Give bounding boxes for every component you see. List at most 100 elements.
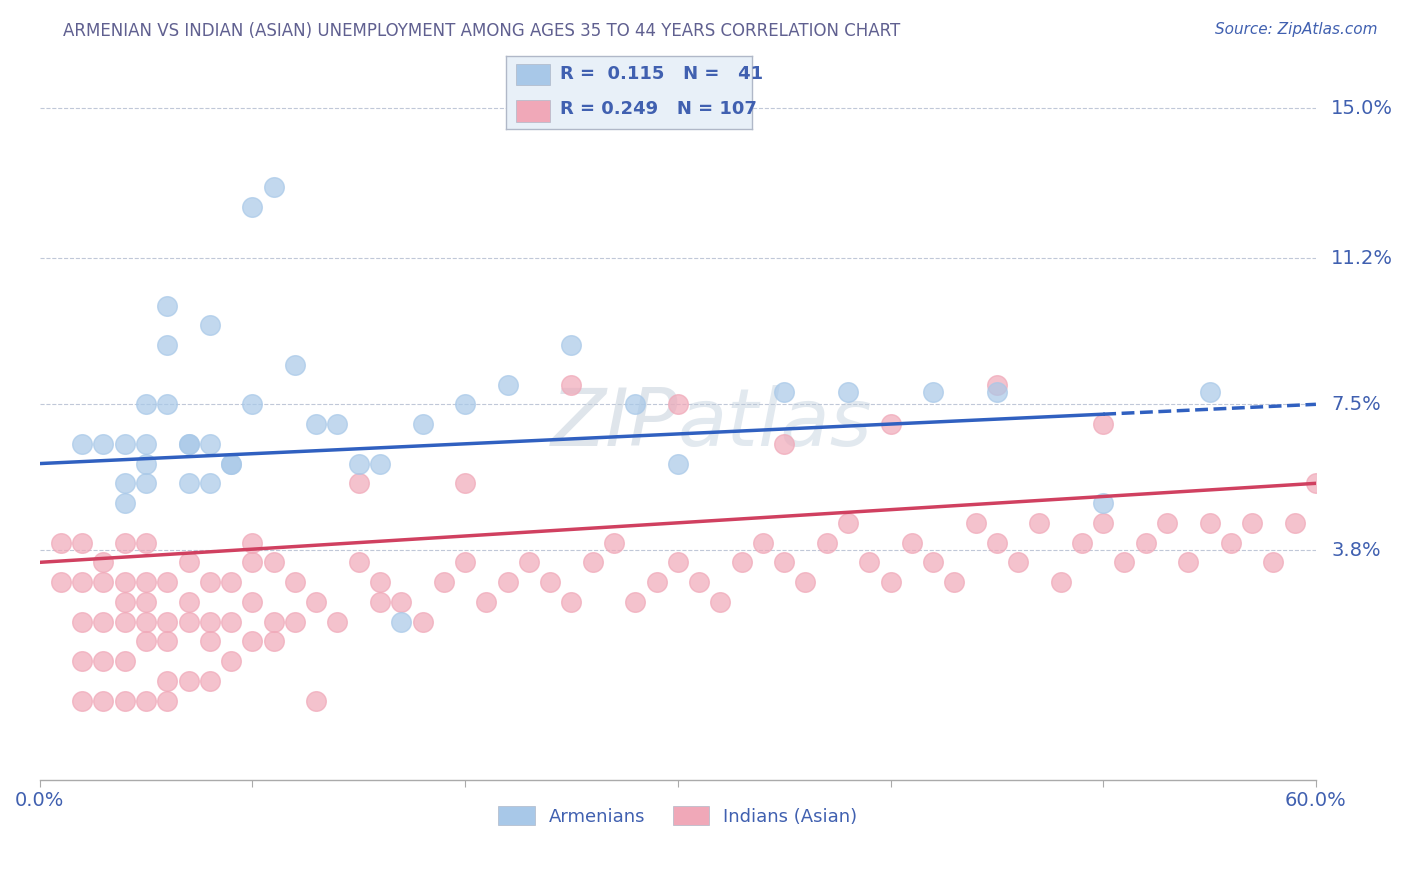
Point [114, 595, 136, 609]
Point [538, 575, 561, 590]
Point [1177, 555, 1199, 569]
Point [114, 437, 136, 451]
Point [263, 555, 285, 569]
Point [368, 575, 391, 590]
Point [198, 437, 221, 451]
Point [666, 397, 689, 411]
Point [752, 535, 775, 549]
Point [773, 385, 796, 400]
Point [1092, 417, 1115, 431]
Point [922, 555, 945, 569]
Point [135, 457, 157, 471]
Bar [516, 100, 550, 122]
Point [135, 634, 157, 648]
Point [198, 318, 221, 333]
Point [773, 437, 796, 451]
Point [666, 555, 689, 569]
Point [1007, 555, 1029, 569]
Point [263, 615, 285, 629]
Point [815, 535, 838, 549]
Point [93, 437, 115, 451]
Point [156, 575, 179, 590]
Point [198, 575, 221, 590]
Point [242, 535, 264, 549]
Point [177, 595, 200, 609]
Text: ARMENIAN VS INDIAN (ASIAN) UNEMPLOYMENT AMONG AGES 35 TO 44 YEARS CORRELATION CH: ARMENIAN VS INDIAN (ASIAN) UNEMPLOYMENT … [63, 22, 900, 40]
Point [730, 555, 752, 569]
Point [198, 634, 221, 648]
Point [177, 476, 200, 491]
Point [560, 595, 582, 609]
Point [837, 385, 859, 400]
Text: 15.0%: 15.0% [1331, 98, 1393, 118]
Point [70, 615, 93, 629]
Point [114, 535, 136, 549]
Point [1049, 575, 1071, 590]
Point [263, 634, 285, 648]
Point [1305, 476, 1327, 491]
Point [454, 476, 477, 491]
Point [773, 555, 796, 569]
Point [688, 575, 710, 590]
Point [70, 654, 93, 668]
Point [156, 693, 179, 707]
Point [284, 575, 307, 590]
Point [135, 437, 157, 451]
Point [624, 595, 647, 609]
Point [135, 535, 157, 549]
Point [242, 200, 264, 214]
Point [177, 437, 200, 451]
Point [1219, 535, 1241, 549]
Point [496, 377, 519, 392]
Point [242, 595, 264, 609]
Point [1198, 385, 1220, 400]
Point [1092, 496, 1115, 510]
Point [1092, 516, 1115, 530]
Point [49, 535, 72, 549]
Point [156, 397, 179, 411]
Point [326, 417, 349, 431]
Point [900, 535, 922, 549]
Point [135, 476, 157, 491]
Point [922, 385, 945, 400]
Point [114, 496, 136, 510]
Point [560, 377, 582, 392]
Point [156, 673, 179, 688]
Bar [516, 63, 550, 86]
Legend: Armenians, Indians (Asian): Armenians, Indians (Asian) [489, 797, 866, 835]
Point [454, 397, 477, 411]
Point [1263, 555, 1285, 569]
Point [412, 417, 434, 431]
Point [1156, 516, 1178, 530]
Point [114, 476, 136, 491]
Point [219, 615, 242, 629]
Point [517, 555, 540, 569]
Point [837, 516, 859, 530]
Point [1114, 555, 1136, 569]
Point [858, 555, 880, 569]
Point [93, 654, 115, 668]
Point [70, 437, 93, 451]
Point [156, 615, 179, 629]
Point [645, 575, 668, 590]
Point [943, 575, 966, 590]
Point [284, 615, 307, 629]
Point [135, 397, 157, 411]
Point [219, 654, 242, 668]
Point [1135, 535, 1157, 549]
Text: Source: ZipAtlas.com: Source: ZipAtlas.com [1215, 22, 1378, 37]
Text: R =  0.115   N =   41: R = 0.115 N = 41 [560, 65, 763, 84]
Point [70, 693, 93, 707]
Point [709, 595, 731, 609]
Point [1241, 516, 1264, 530]
Point [986, 385, 1008, 400]
Point [70, 575, 93, 590]
Point [219, 575, 242, 590]
Point [284, 358, 307, 372]
Point [177, 673, 200, 688]
Point [135, 693, 157, 707]
Point [219, 457, 242, 471]
Point [879, 417, 901, 431]
Point [242, 397, 264, 411]
Point [263, 180, 285, 194]
